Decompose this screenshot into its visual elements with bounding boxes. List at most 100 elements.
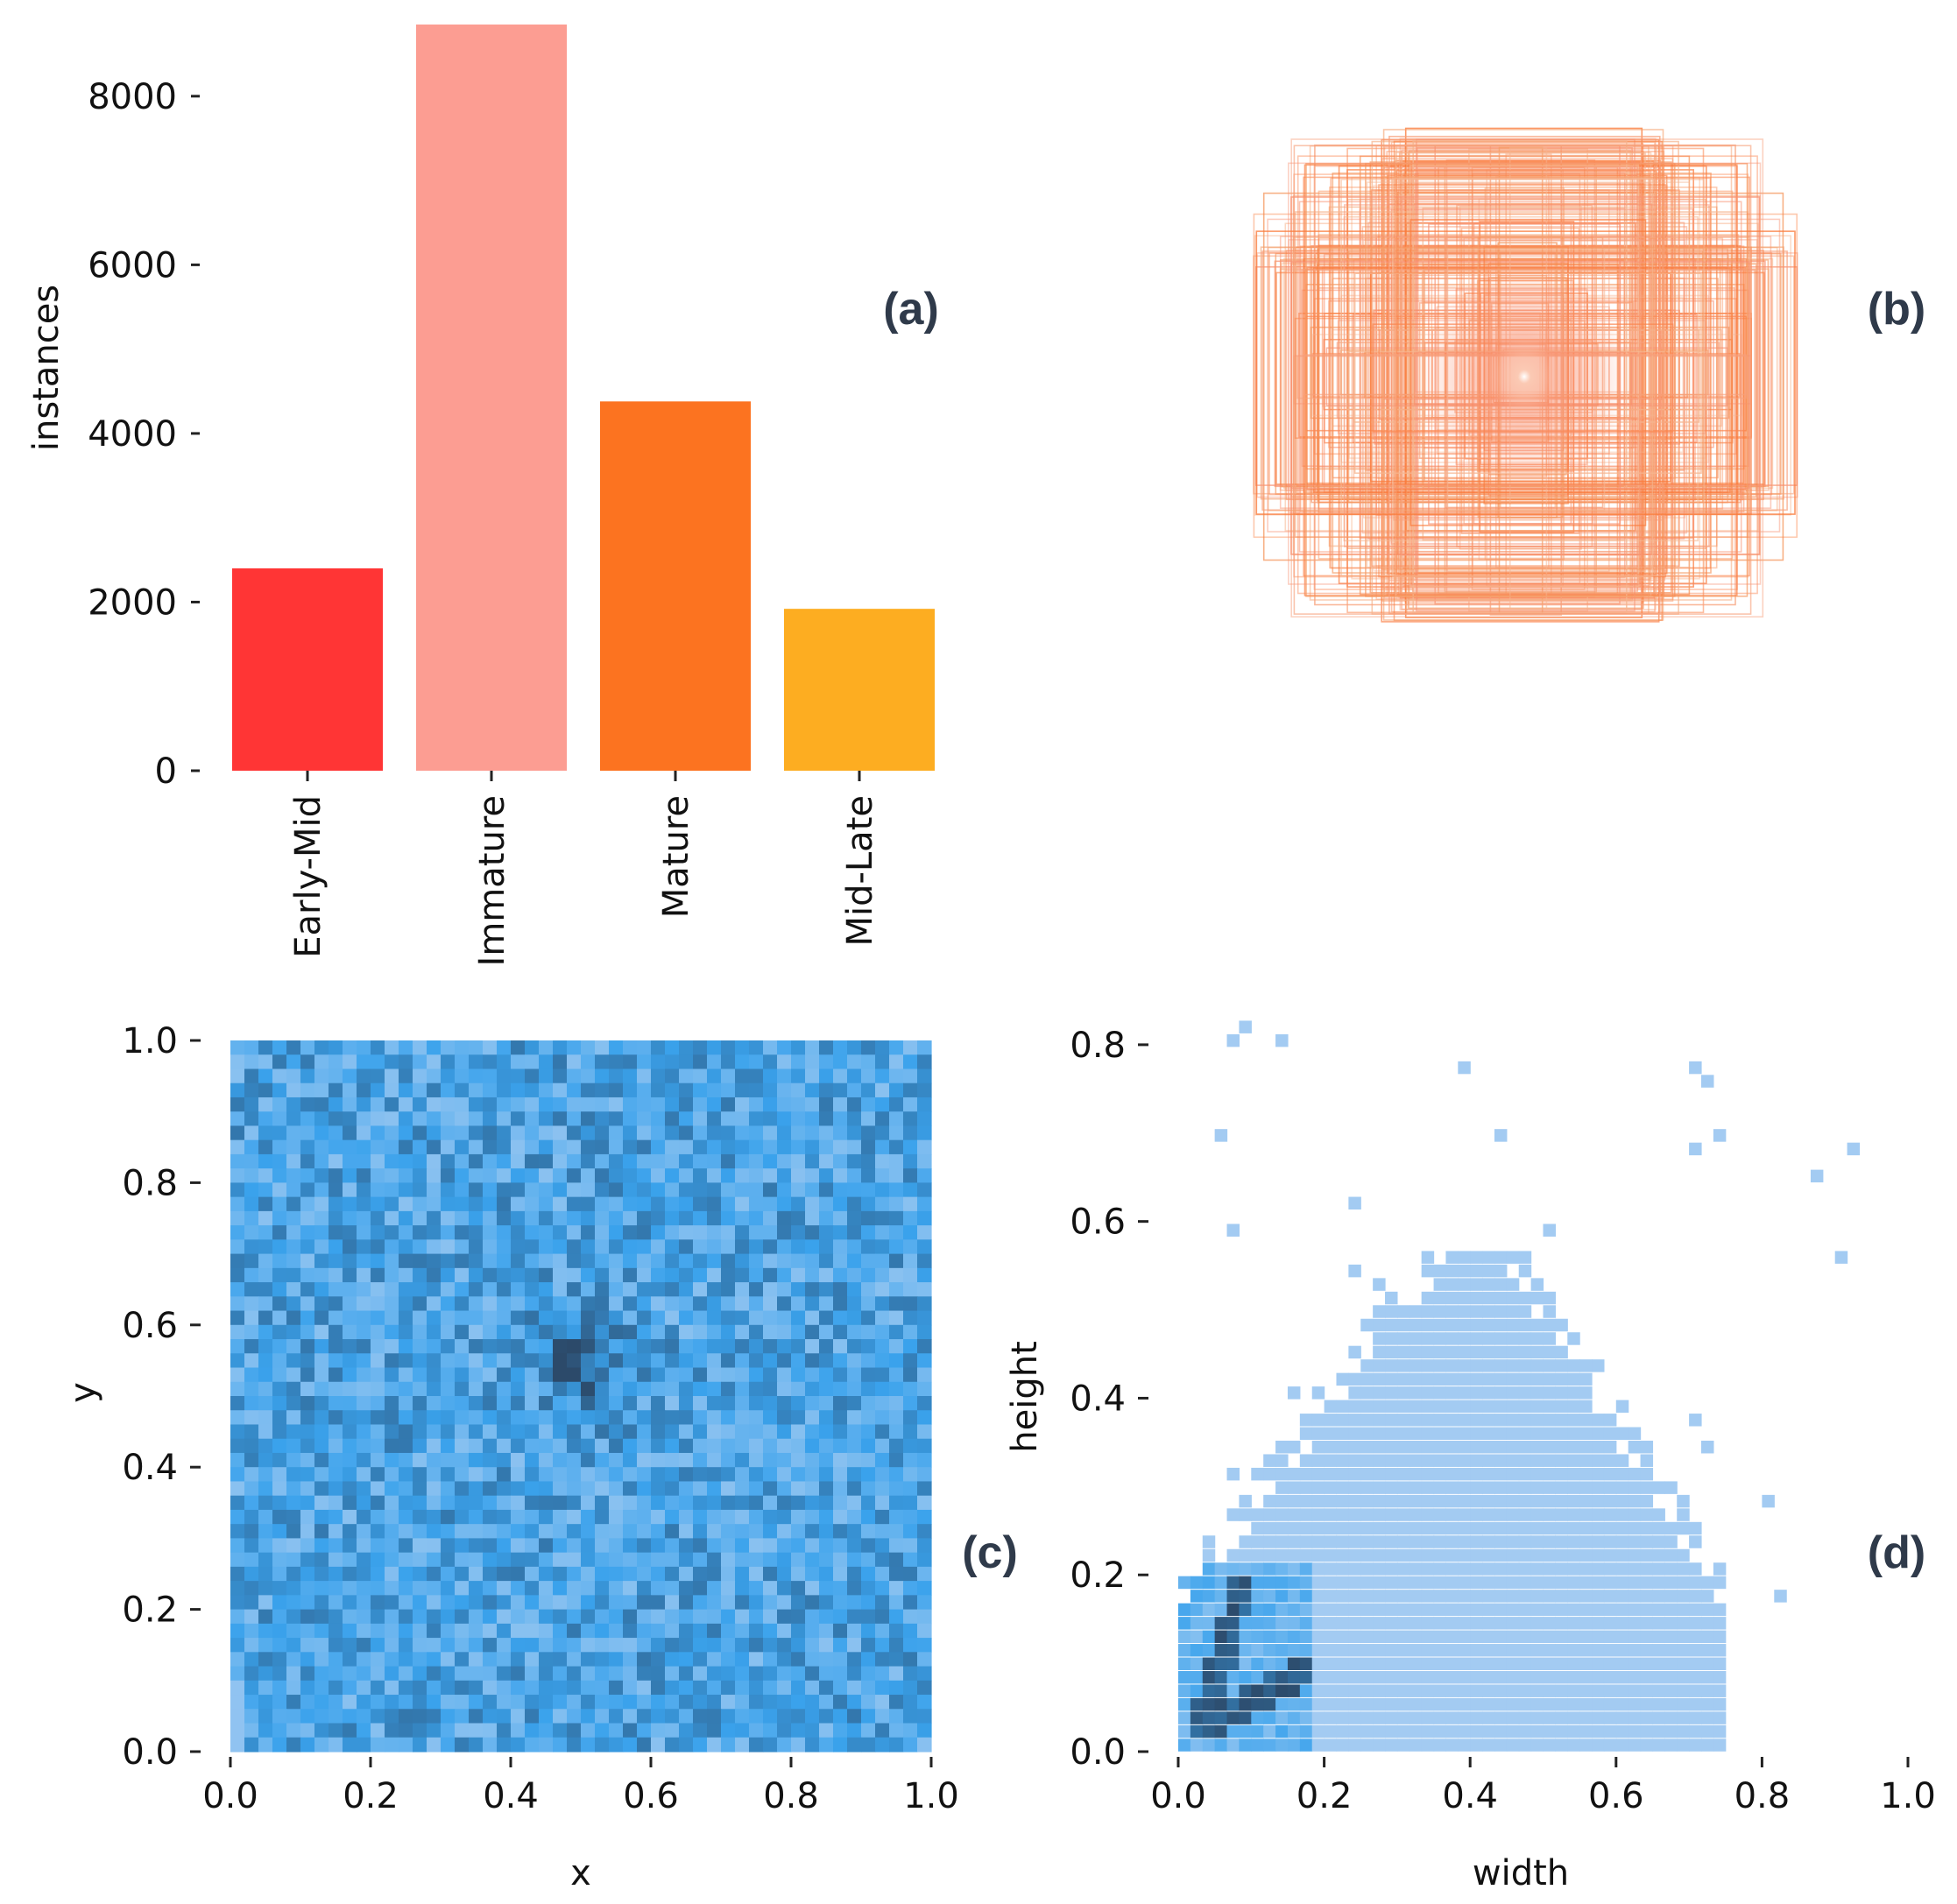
heatmap-cell <box>903 1125 918 1141</box>
y-tick-label: 0.2 <box>122 1590 178 1631</box>
heatmap-cell <box>1677 1576 1690 1590</box>
heatmap-cell <box>441 1581 456 1596</box>
heatmap-cell <box>903 1467 918 1483</box>
heatmap-cell <box>413 1111 427 1127</box>
heatmap-cell <box>1592 1630 1605 1644</box>
heatmap-cell <box>286 1709 301 1724</box>
heatmap-cell <box>805 1609 820 1625</box>
heatmap-cell <box>497 1509 512 1525</box>
heatmap-cell <box>623 1680 638 1696</box>
heatmap-cell <box>567 1296 582 1312</box>
heatmap-cell <box>693 1680 708 1696</box>
heatmap-cell <box>1251 1590 1264 1603</box>
heatmap-cell <box>1178 1697 1191 1711</box>
heatmap-cell <box>805 1452 820 1468</box>
heatmap-cell <box>413 1410 427 1426</box>
heatmap-cell <box>244 1595 259 1611</box>
heatmap-cell <box>735 1068 750 1084</box>
heatmap-cell <box>1299 1644 1313 1657</box>
heatmap-cell <box>805 1410 820 1426</box>
heatmap-cell <box>553 1452 568 1468</box>
heatmap-cell <box>272 1623 287 1639</box>
heatmap-cell <box>861 1538 876 1554</box>
heatmap-cell <box>371 1310 385 1326</box>
heatmap-cell <box>609 1638 624 1653</box>
heatmap-cell <box>272 1182 287 1198</box>
heatmap-cell <box>244 1438 259 1454</box>
heatmap-cell <box>300 1595 315 1611</box>
heatmap-cell <box>539 1467 554 1483</box>
heatmap-cell <box>595 1581 610 1596</box>
heatmap-cell <box>1543 1291 1556 1305</box>
heatmap-cell <box>286 1310 301 1326</box>
heatmap-cell <box>1555 1657 1568 1670</box>
heatmap-cell <box>1603 1467 1617 1481</box>
heatmap-cell <box>917 1068 932 1084</box>
heatmap-cell <box>1348 1644 1361 1657</box>
heatmap-cell <box>258 1125 273 1141</box>
heatmap-cell <box>385 1381 399 1397</box>
heatmap-cell <box>1190 1724 1204 1738</box>
heatmap-cell <box>861 1267 876 1283</box>
heatmap-cell <box>595 1424 610 1440</box>
heatmap-cell <box>314 1068 329 1084</box>
heatmap-cell <box>1299 1535 1313 1548</box>
heatmap-cell <box>497 1282 512 1297</box>
bounding-box <box>1347 250 1704 504</box>
heatmap-cell <box>861 1139 876 1155</box>
heatmap-cell <box>300 1054 315 1070</box>
heatmap-cell <box>651 1581 666 1596</box>
heatmap-cell <box>833 1210 848 1226</box>
heatmap-cell <box>441 1438 456 1454</box>
heatmap-cell <box>917 1097 932 1112</box>
heatmap-cell <box>258 1495 273 1511</box>
heatmap-cell <box>511 1353 526 1369</box>
heatmap-cell <box>1433 1359 1447 1372</box>
heatmap-cell <box>539 1239 554 1255</box>
heatmap-cell <box>833 1438 848 1454</box>
heatmap-cell <box>329 1310 343 1326</box>
heatmap-cell <box>272 1353 287 1369</box>
heatmap-cell <box>567 1467 582 1483</box>
heatmap-cell <box>300 1695 315 1710</box>
heatmap-cell <box>413 1381 427 1397</box>
heatmap-cell <box>1433 1590 1447 1603</box>
heatmap-cell <box>777 1282 792 1297</box>
heatmap-cell <box>483 1054 498 1070</box>
heatmap-cell <box>1324 1535 1338 1548</box>
heatmap-cell <box>314 1566 329 1582</box>
heatmap-cell <box>903 1509 918 1525</box>
heatmap-cell <box>623 1381 638 1397</box>
heatmap-cell <box>539 1566 554 1582</box>
heatmap-cell <box>707 1737 722 1752</box>
heatmap-cell <box>1385 1670 1398 1684</box>
heatmap-cell <box>483 1111 498 1127</box>
heatmap-cell <box>314 1054 329 1070</box>
heatmap-cell <box>427 1225 442 1240</box>
heatmap-cell <box>553 1225 568 1240</box>
heatmap-cell <box>735 1339 750 1354</box>
heatmap-cell <box>483 1652 498 1668</box>
heatmap-cell <box>679 1623 694 1639</box>
heatmap-cell <box>230 1467 245 1483</box>
heatmap-cell <box>371 1381 385 1397</box>
heatmap-cell <box>847 1467 862 1483</box>
heatmap-cell <box>1239 1535 1252 1548</box>
heatmap-cell <box>244 1097 259 1112</box>
heatmap-cell <box>1421 1670 1435 1684</box>
heatmap-cell <box>1518 1494 1532 1508</box>
heatmap-cell <box>1458 1251 1471 1264</box>
heatmap-cell <box>1263 1684 1276 1697</box>
heatmap-cell <box>567 1040 582 1055</box>
heatmap-cell <box>441 1524 456 1539</box>
heatmap-cell <box>861 1153 876 1169</box>
heatmap-cell <box>735 1581 750 1596</box>
heatmap-cell <box>441 1168 456 1183</box>
heatmap-cell <box>357 1068 371 1084</box>
heatmap-cell <box>875 1424 890 1440</box>
heatmap-cell <box>875 1581 890 1596</box>
heatmap-cell <box>343 1153 357 1169</box>
heatmap-cell <box>735 1210 750 1226</box>
heatmap-cell <box>1226 1603 1240 1617</box>
heatmap-cell <box>1567 1603 1580 1617</box>
